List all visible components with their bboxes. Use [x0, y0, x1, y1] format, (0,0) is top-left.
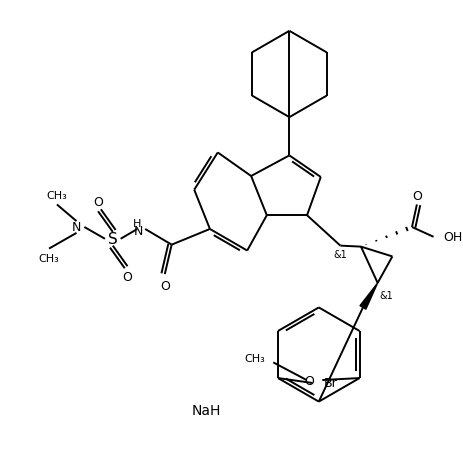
Polygon shape	[359, 283, 377, 309]
Text: N: N	[72, 221, 81, 234]
Text: O: O	[93, 196, 103, 208]
Text: NaH: NaH	[191, 404, 220, 418]
Text: CH₃: CH₃	[244, 354, 265, 364]
Text: O: O	[160, 280, 169, 293]
Text: OH: OH	[443, 231, 462, 244]
Text: &1: &1	[333, 250, 346, 260]
Text: CH₃: CH₃	[38, 254, 59, 264]
Text: Br: Br	[324, 377, 337, 389]
Text: CH₃: CH₃	[46, 190, 67, 200]
Text: H: H	[132, 218, 141, 228]
Text: O: O	[304, 374, 314, 387]
Text: O: O	[122, 270, 132, 283]
Text: O: O	[411, 190, 421, 202]
Text: N: N	[133, 225, 143, 238]
Text: S: S	[108, 232, 118, 247]
Text: &1: &1	[379, 290, 393, 300]
